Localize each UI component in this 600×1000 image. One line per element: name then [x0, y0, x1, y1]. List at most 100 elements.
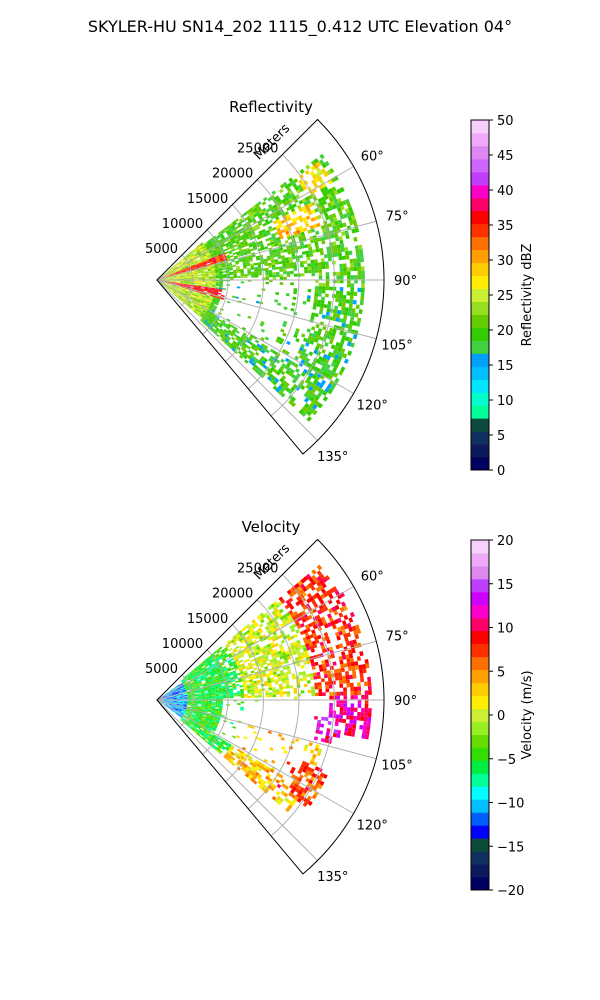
echo-cell [187, 721, 191, 725]
echo-cell [347, 662, 352, 668]
echo-cell [207, 722, 211, 725]
echo-cell [236, 690, 241, 694]
echo-cell [211, 692, 216, 695]
echo-cell [212, 704, 216, 706]
echo-cell [189, 304, 193, 308]
echo-cell [180, 275, 184, 277]
echo-cell [215, 653, 219, 657]
echo-cell [353, 258, 357, 263]
echo-cell [181, 688, 186, 690]
echo-cell [207, 291, 211, 294]
echo-cell [266, 208, 271, 213]
echo-cell [285, 262, 290, 266]
echo-cell [200, 687, 204, 690]
echo-cell [210, 722, 215, 726]
colorbar-segment [471, 249, 489, 264]
echo-cell [311, 794, 317, 800]
echo-cell [209, 296, 214, 300]
echo-cell [353, 629, 358, 636]
echo-cell [205, 296, 210, 300]
echo-cell [332, 733, 337, 738]
echo-cell [326, 334, 332, 340]
echo-cell [244, 353, 250, 358]
echo-cell [200, 249, 204, 253]
echo-cell [241, 326, 247, 331]
echo-cell [265, 270, 269, 273]
echo-cell [221, 739, 226, 743]
echo-cell [328, 196, 334, 203]
echo-cell [218, 686, 222, 689]
echo-cell [275, 338, 280, 344]
echo-cell [193, 272, 198, 274]
echo-cell [288, 597, 294, 603]
echo-cell [298, 235, 303, 240]
echo-cell [212, 696, 216, 698]
echo-cell [261, 614, 266, 619]
echo-cell [337, 252, 343, 257]
echo-cell [326, 383, 333, 389]
echo-cell [208, 727, 213, 730]
echo-cell [273, 240, 278, 245]
echo-cell [194, 275, 198, 277]
echo-cell [233, 229, 238, 233]
echo-cell [234, 247, 239, 251]
echo-cell [264, 218, 269, 223]
echo-cell [174, 708, 179, 711]
echo-cell [213, 726, 217, 730]
echo-cell [290, 180, 296, 186]
echo-cell [259, 232, 264, 237]
echo-cell [358, 309, 363, 314]
echo-cell [171, 691, 175, 694]
echo-cell [194, 729, 199, 733]
echo-cell [326, 355, 331, 361]
echo-cell [166, 278, 170, 280]
echo-cell [193, 304, 198, 308]
echo-cell [174, 294, 178, 298]
echo-cell [181, 687, 186, 690]
echo-cell [173, 267, 177, 270]
echo-cell [253, 213, 258, 218]
echo-cell [193, 271, 198, 273]
echo-cell [277, 650, 282, 655]
echo-cell [265, 694, 270, 698]
colorbar-segment [471, 604, 489, 619]
echo-cell [162, 276, 166, 279]
echo-cell [340, 625, 345, 631]
echo-cell [267, 682, 272, 686]
echo-cell [282, 654, 288, 659]
echo-cell [162, 276, 166, 278]
echo-cell [265, 229, 270, 234]
echo-cell [226, 245, 231, 249]
echo-cell [291, 774, 296, 779]
echo-cell [171, 286, 176, 289]
echo-cell [179, 683, 183, 686]
echo-cell [345, 255, 350, 260]
echo-cell [210, 317, 215, 321]
echo-cell [322, 692, 326, 696]
echo-cell [231, 295, 236, 299]
echo-cell [318, 685, 322, 690]
echo-cell [215, 701, 220, 703]
echo-cell [242, 248, 247, 252]
echo-cell [260, 362, 265, 367]
echo-cell [295, 613, 300, 619]
echo-cell [272, 784, 277, 789]
echo-cell [205, 672, 210, 676]
echo-cell [241, 236, 246, 240]
echo-cell [281, 618, 286, 624]
echo-cell [238, 759, 243, 764]
echo-cell [210, 254, 215, 257]
echo-cell [192, 265, 196, 268]
echo-cell [228, 234, 233, 238]
echo-cell [194, 701, 199, 703]
echo-cell [210, 294, 214, 297]
echo-cell [252, 360, 258, 365]
echo-cell [180, 277, 184, 279]
echo-cell [219, 743, 223, 747]
echo-cell [206, 723, 211, 726]
echo-cell [320, 588, 327, 594]
echo-cell [194, 695, 198, 697]
echo-cell [204, 709, 208, 712]
echo-cell [212, 315, 216, 319]
echo-cell [171, 707, 175, 710]
